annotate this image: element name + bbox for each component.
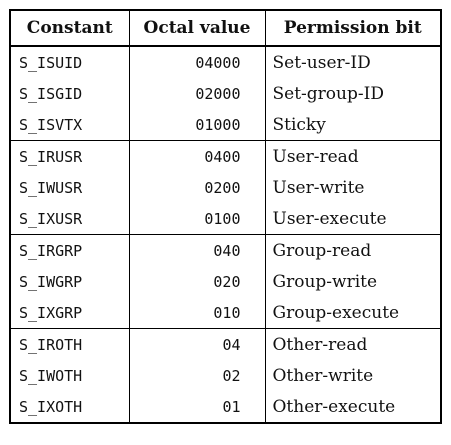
octal-cell: 010 [128,297,265,329]
permission-cell: Group-execute [264,297,441,329]
octal-cell: 0100 [128,203,265,235]
constant-cell: S_ISUID [19,53,83,72]
permission-cell: Other-read [264,328,441,360]
constant-cell: S_ISVTX [19,115,83,134]
permission-cell: Set-user-ID [264,46,441,78]
header-octal-value: Octal value [128,10,265,47]
header-permission-bit: Permission bit [264,10,441,47]
constant-cell: S_IRUSR [10,140,129,172]
octal-cell: 0200 [128,172,265,203]
octal-cell: 04 [128,328,265,360]
constant-cell: S_IROTH [10,328,129,360]
octal-cell: 0400 [128,140,265,172]
header-constant: Constant [10,10,129,47]
permission-cell: Sticky [264,109,441,141]
table-row: S_IXOTH 01 Other-execute [10,391,441,423]
table-row: S_IWUSR 0200 User-write [10,172,441,203]
table-row: S_IWOTH 02 Other-write [10,360,441,391]
constant-cell: S_IWUSR [19,178,83,197]
table-row: S_ISGID 02000 Set-group-ID [10,78,441,109]
table-row: S_IRUSR 0400 User-read [10,140,441,172]
permission-cell: User-execute [264,203,441,235]
table-row: S_ISUID 04000 Set-user-ID [10,46,441,78]
constant-cell: S_IXGRP [19,303,83,322]
permission-cell: Other-write [264,360,441,391]
permission-bits-table: Constant Octal value Permission bit S_IS… [9,9,442,424]
permission-cell: Set-group-ID [264,78,441,109]
octal-cell: 040 [128,234,265,266]
constant-cell: S_IRGRP [10,234,129,266]
table-row: S_ISVTX 01000 Sticky [10,109,441,141]
octal-cell: 01 [128,391,265,423]
permission-cell: User-read [264,140,441,172]
header-row: Constant Octal value Permission bit [10,10,441,47]
constant-cell: S_IWGRP [19,272,83,291]
octal-cell: 020 [128,266,265,297]
table-row: S_IRGRP 040 Group-read [10,234,441,266]
octal-cell: 01000 [128,109,265,141]
octal-cell: 02000 [128,78,265,109]
table-row: S_IXGRP 010 Group-execute [10,297,441,329]
permission-cell: Group-write [264,266,441,297]
permission-cell: Group-read [264,234,441,266]
table-row: S_IWGRP 020 Group-write [10,266,441,297]
constant-cell: S_IWOTH [19,366,83,385]
table-row: S_IROTH 04 Other-read [10,328,441,360]
constant-cell: S_IXOTH [19,397,83,416]
octal-cell: 02 [128,360,265,391]
permission-cell: User-write [264,172,441,203]
constant-cell: S_ISGID [19,84,83,103]
table-row: S_IXUSR 0100 User-execute [10,203,441,235]
octal-cell: 04000 [128,46,265,78]
permission-cell: Other-execute [264,391,441,423]
constant-cell: S_IXUSR [19,209,83,228]
